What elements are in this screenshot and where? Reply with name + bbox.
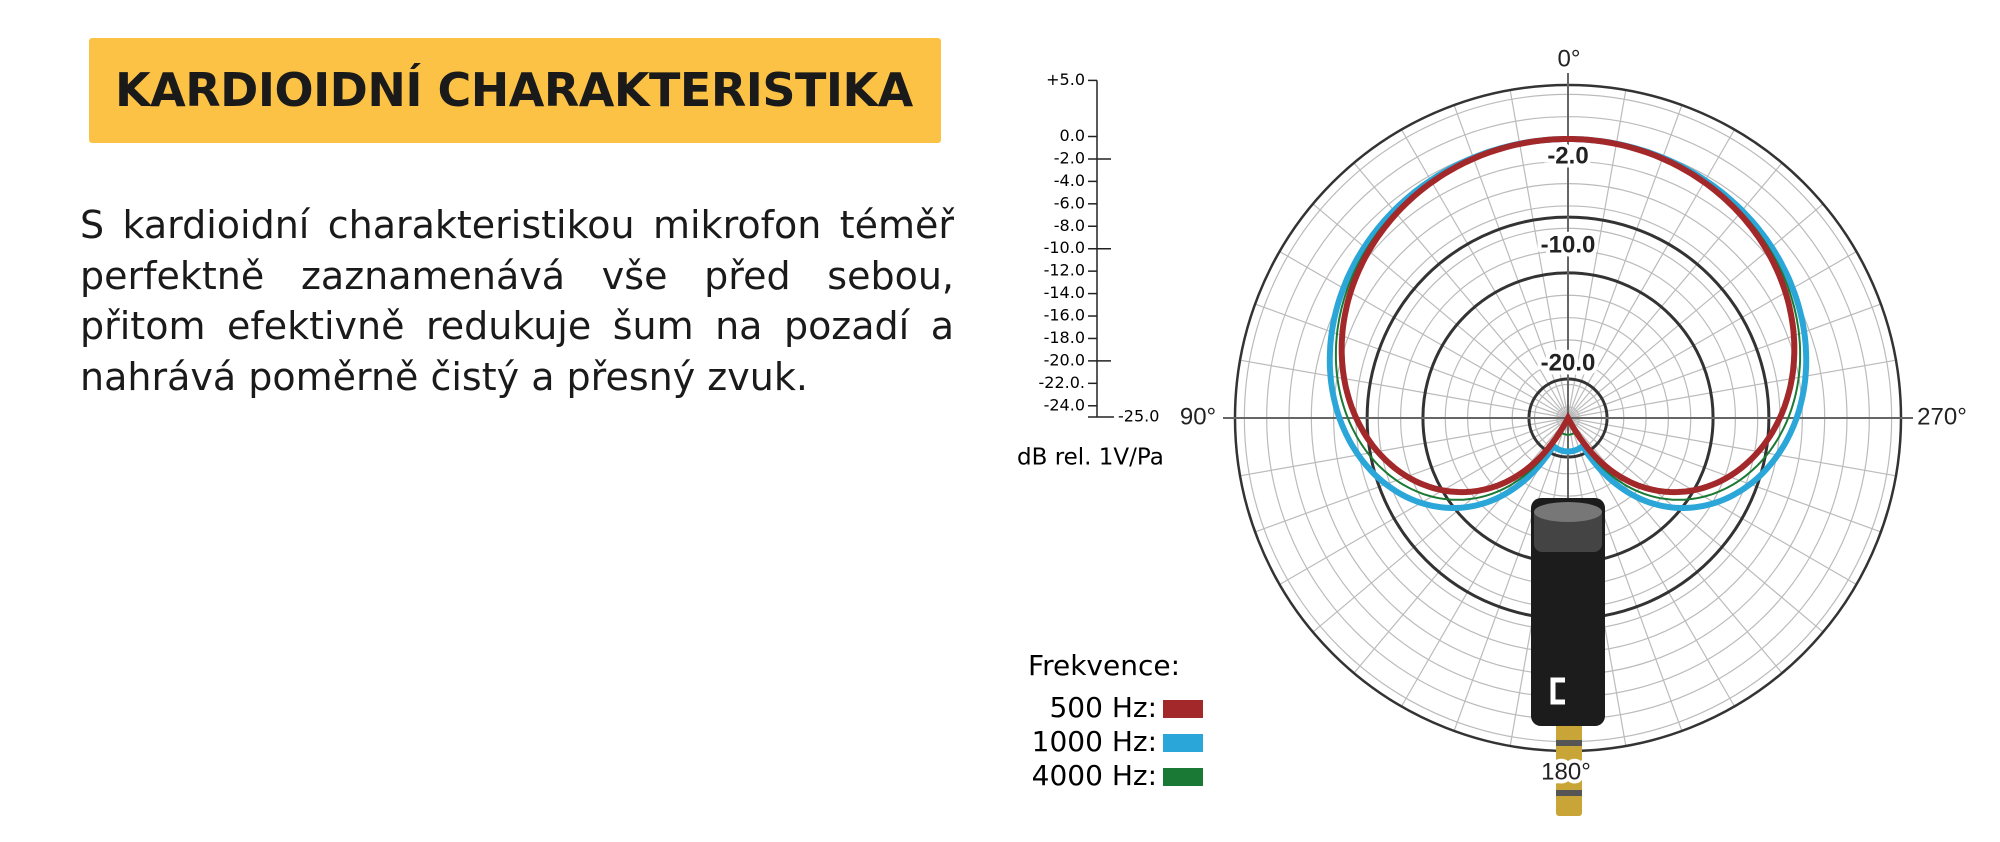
scale-unit: dB rel. 1V/Pa <box>1017 445 1164 471</box>
scale-tick-label: -18.0 <box>1044 328 1085 347</box>
ring-label: -20.0 <box>1541 349 1596 376</box>
scale-tick-label: +5.0 <box>1046 70 1085 89</box>
response-curve <box>1326 136 1810 512</box>
scale-tick-label: -14.0 <box>1044 283 1085 302</box>
title: KARDIOIDNÍ CHARAKTERISTIKA <box>115 63 913 117</box>
spoke <box>1567 417 1824 633</box>
legend-label: 500 Hz: <box>1049 691 1157 724</box>
scale-tick-label: -4.0 <box>1054 171 1085 190</box>
db-scale: +5.0 0.0 -2.0 -4.0 -6.0 -8.0 -10.0 -12.0 -14.0 -1… <box>1039 70 1160 426</box>
scale-tick-label: -25.0 <box>1118 407 1159 426</box>
angle-label: 0° <box>1558 45 1581 72</box>
scale-tick-label: -2.0 <box>1054 148 1085 167</box>
polar-grid <box>1223 73 1913 763</box>
ring-label: -2.0 <box>1547 142 1588 169</box>
spoke <box>1312 203 1569 419</box>
spoke <box>1567 162 1783 419</box>
scale-tick-label: -6.0 <box>1054 193 1085 212</box>
scale-tick-label: -8.0 <box>1054 216 1085 235</box>
legend-label: 1000 Hz: <box>1032 725 1157 758</box>
scale-tick-label: -16.0 <box>1044 306 1085 325</box>
spoke <box>1353 162 1569 419</box>
scale-tick-label: -24.0 <box>1044 395 1085 414</box>
spoke <box>1312 417 1569 633</box>
legend-title: Frekvence: <box>1028 649 1180 682</box>
legend-swatch <box>1163 768 1203 786</box>
scale-tick-label: -20.0 <box>1044 350 1085 369</box>
spoke <box>1567 203 1824 419</box>
angle-label: 270° <box>1917 403 1967 430</box>
response-curve <box>1334 138 1802 501</box>
legend: 500 Hz:1000 Hz:4000 Hz: <box>1032 691 1203 792</box>
spoke <box>1254 303 1569 419</box>
scale-tick-label: 0.0 <box>1060 126 1085 145</box>
angle-label: 180° <box>1541 758 1591 785</box>
legend-swatch <box>1163 700 1203 718</box>
scale-tick-label: -10.0 <box>1044 238 1085 257</box>
microphone <box>1531 498 1605 816</box>
polar-curves <box>1326 136 1810 512</box>
spoke <box>1567 303 1882 419</box>
description: S kardioidní charakteristikou mikrofon t… <box>80 203 954 399</box>
legend-swatch <box>1163 734 1203 752</box>
scale-tick-label: -12.0 <box>1044 261 1085 280</box>
legend-label: 4000 Hz: <box>1032 759 1157 792</box>
ring-label: -10.0 <box>1541 231 1596 258</box>
title-banner: KARDIOIDNÍ CHARAKTERISTIKA <box>89 38 941 143</box>
angle-label: 90° <box>1180 403 1216 430</box>
scale-tick-label: -22.0. <box>1039 373 1085 392</box>
response-curve <box>1338 136 1798 496</box>
